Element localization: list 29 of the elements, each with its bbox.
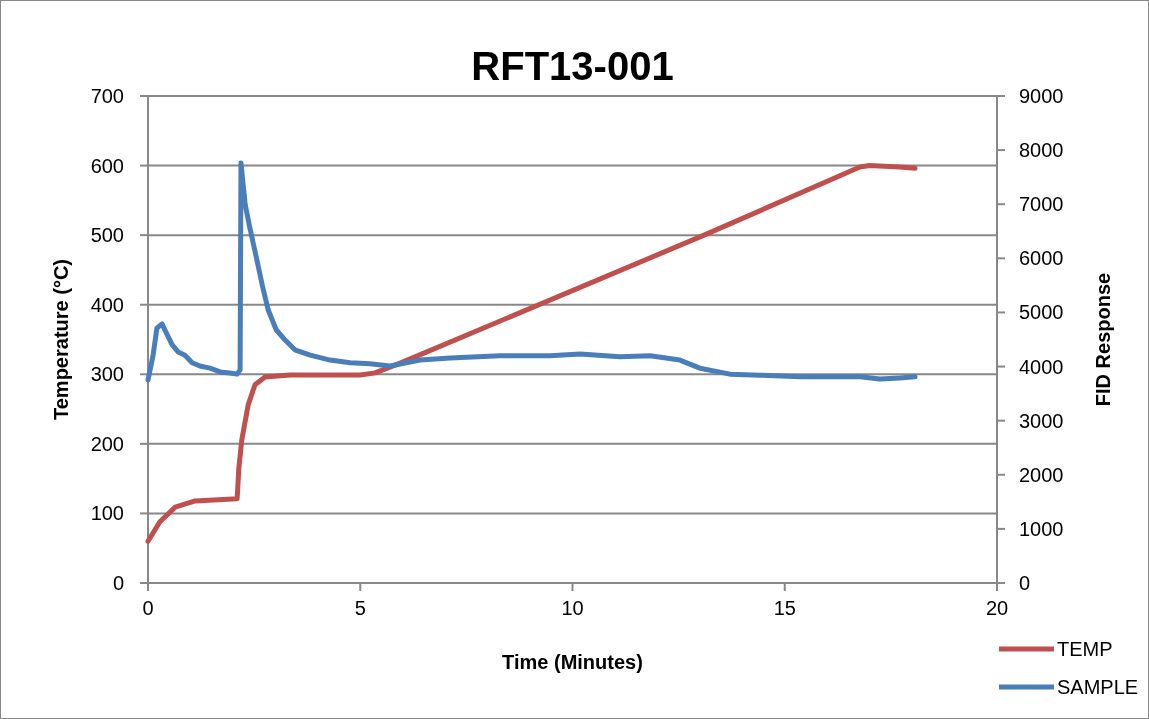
legend-label: TEMP [1057, 638, 1113, 660]
y2-tick-label: 8000 [1019, 139, 1064, 162]
y-tick-label: 500 [90, 224, 124, 247]
y-tick-label: 600 [90, 154, 124, 177]
y-tick-label: 400 [90, 293, 124, 316]
y2-tick-label: 1000 [1019, 517, 1064, 540]
y2-tick-label: 5000 [1019, 301, 1064, 324]
x-axis-title: Time (Minutes) [502, 651, 643, 673]
y2-axis-title: FID Response [1092, 272, 1114, 407]
y-tick-label: 300 [90, 363, 124, 386]
y2-tick-label: 7000 [1019, 193, 1064, 216]
legend-label: SAMPLE [1057, 676, 1139, 698]
y2-tick-label: 9000 [1019, 85, 1064, 107]
x-tick-label: 15 [773, 597, 796, 619]
x-tick-label: 20 [985, 597, 1009, 619]
y-tick-label: 200 [90, 432, 124, 455]
y-tick-label: 700 [90, 85, 124, 107]
chart-title: RFT13-001 [471, 44, 674, 88]
y2-tick-label: 2000 [1019, 463, 1064, 486]
y-tick-label: 100 [90, 502, 124, 525]
x-tick-label: 5 [354, 597, 366, 619]
y2-tick-label: 3000 [1019, 409, 1064, 432]
y2-tick-label: 4000 [1019, 355, 1064, 378]
y-tick-label: 0 [112, 572, 124, 594]
y2-tick-label: 6000 [1019, 247, 1064, 270]
y2-tick-label: 0 [1019, 572, 1031, 594]
y-axis-title: Temperature (°C) [50, 259, 72, 420]
x-tick-label: 0 [142, 597, 154, 619]
x-tick-label: 10 [561, 597, 584, 619]
